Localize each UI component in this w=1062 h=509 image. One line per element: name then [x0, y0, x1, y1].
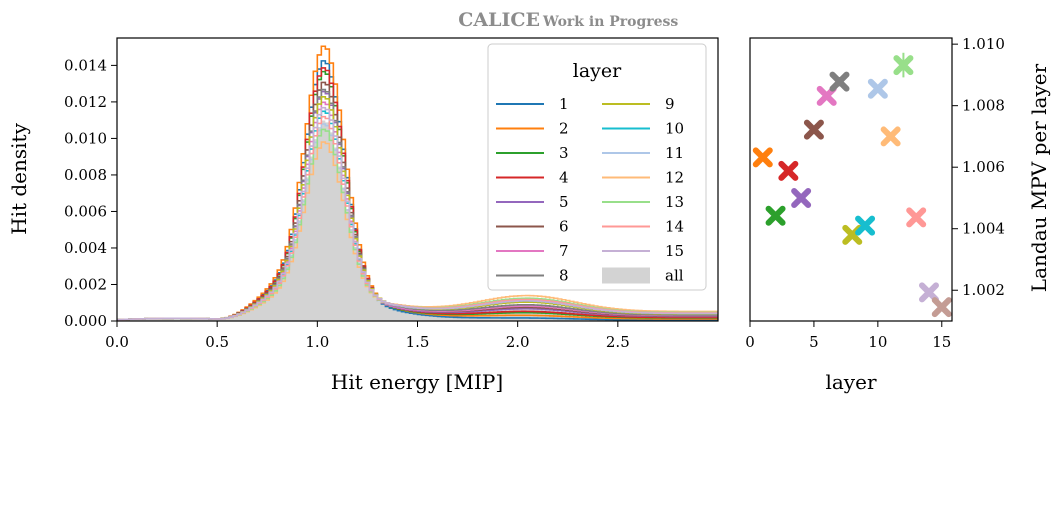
- x-tick-label: 10: [868, 333, 887, 351]
- mpv-y-label: Landau MPV per layer: [1027, 63, 1051, 292]
- y-tick-label: 0.008: [64, 166, 107, 184]
- histogram-y-label: Hit density: [7, 122, 31, 234]
- y-tick-label: 1.002: [962, 281, 1005, 299]
- x-tick-label: 2.0: [506, 333, 530, 351]
- histogram-y-axis: 0.000 0.002 0.004 0.006 0.008 0.010 0.012 0.014: [64, 56, 117, 330]
- legend-label-13: 13: [665, 193, 684, 211]
- x-tick-label: 2.5: [606, 333, 630, 351]
- y-tick-label: 0.004: [64, 239, 107, 257]
- legend-label-8: 8: [559, 267, 569, 285]
- y-tick-label: 0.014: [64, 56, 107, 74]
- legend-swatch-all: [602, 267, 650, 284]
- legend-box: [487, 43, 707, 291]
- mpv-frame: [749, 37, 953, 322]
- mpv-x-label: layer: [825, 370, 876, 394]
- x-tick-label: 1.5: [406, 333, 430, 351]
- histogram-x-label: Hit energy [MIP]: [331, 370, 503, 394]
- collaboration-label: CALICE: [458, 9, 540, 31]
- legend-label-5: 5: [559, 193, 569, 211]
- legend-label-3: 3: [559, 144, 569, 162]
- x-tick-label: 0.5: [205, 333, 229, 351]
- mpv-point-layer-7: [829, 71, 850, 92]
- x-tick-label: 15: [932, 333, 951, 351]
- mpv-panel: 0 5 10 15 1.002 1.004 1.006 1.008 1.010 layer L…: [745, 35, 1051, 394]
- histogram-x-axis: 0.0 0.5 1.0 1.5 2.0 2.5: [105, 321, 630, 351]
- mpv-point-layer-11: [880, 126, 901, 147]
- legend-label-15: 15: [665, 242, 684, 260]
- legend-title: layer: [573, 60, 622, 82]
- y-tick-label: 0.006: [64, 202, 107, 220]
- legend-label-1: 1: [559, 95, 569, 113]
- y-tick-label: 1.004: [962, 220, 1005, 238]
- mpv-point-layer-5: [803, 119, 824, 140]
- mpv-x-axis: 0 5 10 15: [745, 321, 951, 351]
- x-tick-label: 5: [809, 333, 819, 351]
- histogram-plot-area: [117, 45, 718, 321]
- y-tick-label: 0.012: [64, 93, 107, 111]
- legend-label-14: 14: [665, 218, 684, 236]
- mpv-point-layer-2: [765, 205, 786, 226]
- y-tick-label: 0.002: [64, 275, 107, 293]
- legend-label-6: 6: [559, 218, 569, 236]
- legend-label-10: 10: [665, 120, 684, 138]
- mpv-plot-area: [752, 52, 952, 318]
- legend-label-all: all: [665, 267, 684, 285]
- x-tick-label: 1.0: [305, 333, 329, 351]
- mpv-point-layer-14: [918, 282, 939, 303]
- mpv-point-layer-15: [931, 297, 952, 318]
- histogram-panel: 0.0 0.5 1.0 1.5 2.0 2.5 0.0000.0020.0040.0060…: [7, 37, 719, 394]
- legend-label-11: 11: [665, 144, 684, 162]
- legend-label-2: 2: [559, 120, 569, 138]
- legend-label-4: 4: [559, 169, 569, 187]
- mpv-point-layer-9: [855, 215, 876, 236]
- status-label: Work in Progress: [542, 14, 678, 30]
- legend-label-12: 12: [665, 169, 684, 187]
- mpv-point-layer-10: [867, 78, 888, 99]
- mpv-point-layer-3: [778, 160, 799, 181]
- hist-layer-15: [117, 106, 718, 321]
- legend-label-7: 7: [559, 242, 569, 260]
- mpv-y-axis: 1.002 1.004 1.006 1.008 1.010: [952, 35, 1005, 299]
- y-tick-label: 1.006: [962, 158, 1005, 176]
- x-tick-label: 0.0: [105, 333, 129, 351]
- mpv-point-layer-12: [893, 52, 914, 78]
- legend-label-9: 9: [665, 95, 675, 113]
- y-tick-label: 1.008: [962, 97, 1005, 115]
- y-tick-label: 0.000: [64, 312, 107, 330]
- mpv-point-layer-13: [906, 207, 927, 228]
- mpv-point-layer-1: [752, 147, 773, 168]
- y-tick-label: 1.010: [962, 35, 1005, 53]
- mpv-point-layer-4: [791, 187, 812, 208]
- x-tick-label: 0: [745, 333, 755, 351]
- y-tick-label: 0.010: [64, 129, 107, 147]
